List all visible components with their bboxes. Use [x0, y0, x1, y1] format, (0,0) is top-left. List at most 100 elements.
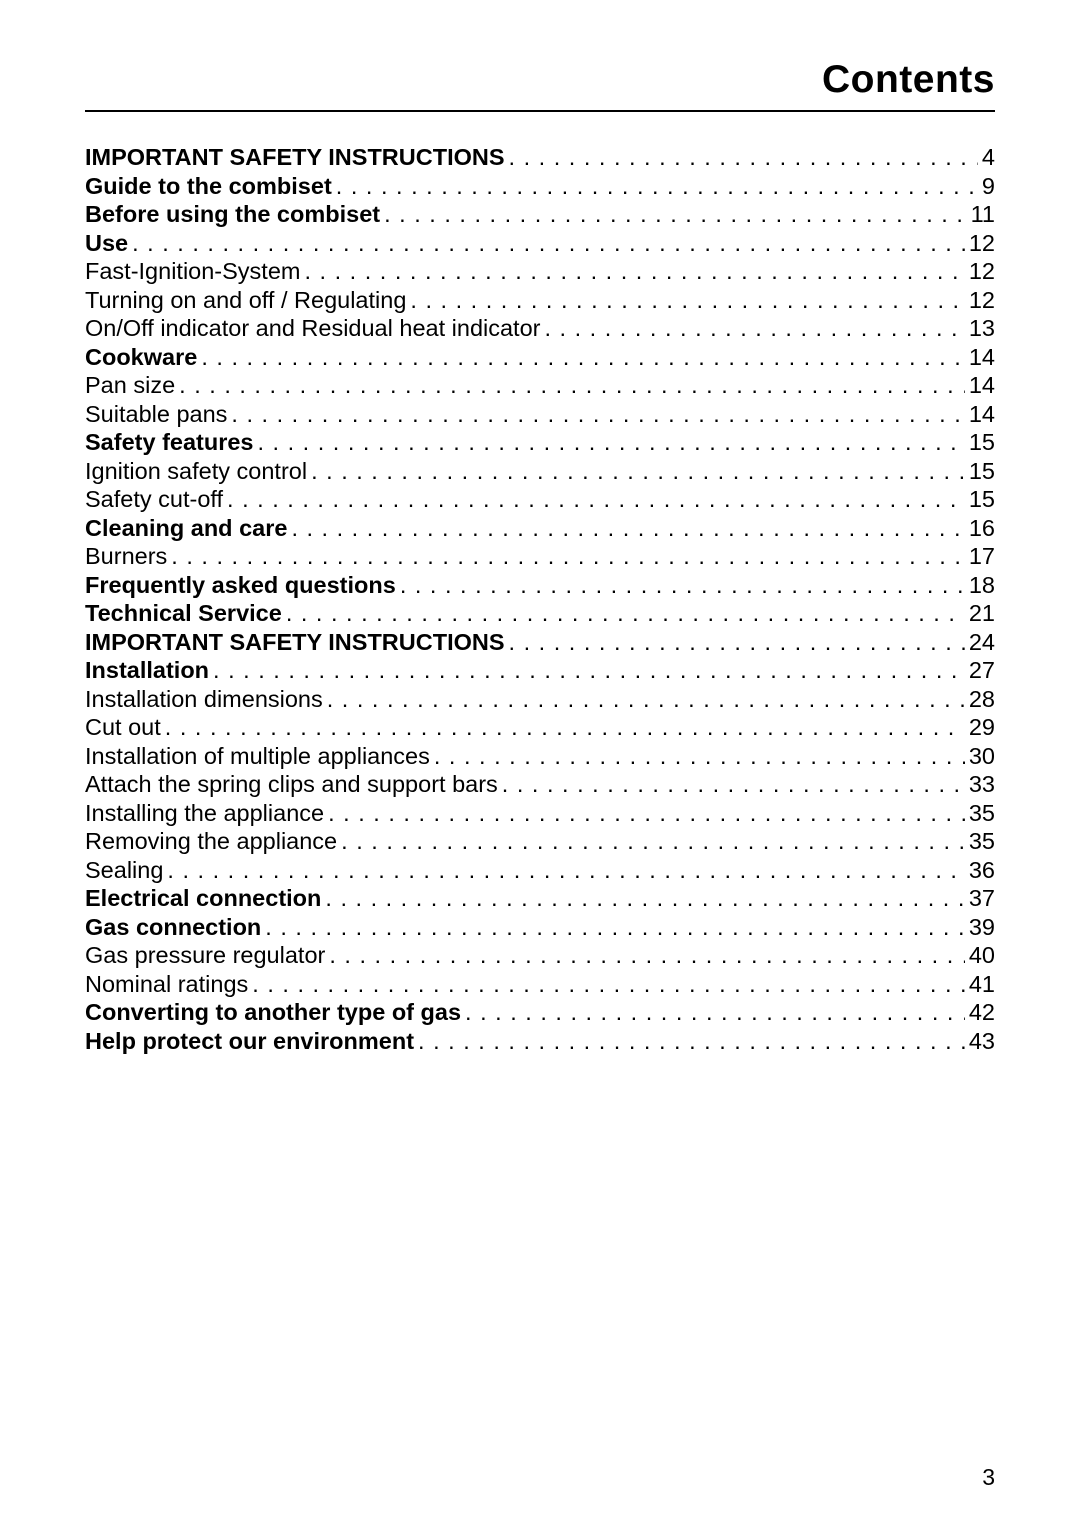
- toc-leader: [509, 631, 965, 655]
- toc-leader: [418, 1030, 965, 1054]
- toc-label: Gas pressure regulator: [85, 944, 325, 968]
- toc-leader: [327, 688, 965, 712]
- page-title: Contents: [85, 58, 995, 102]
- toc-label: Removing the appliance: [85, 830, 337, 854]
- toc-page: 15: [969, 460, 995, 484]
- toc-row: IMPORTANT SAFETY INSTRUCTIONS24: [85, 631, 995, 655]
- toc-label: Cookware: [85, 346, 197, 370]
- toc-page: 12: [969, 260, 995, 284]
- toc-label: Suitable pans: [85, 403, 227, 427]
- toc-label: Pan size: [85, 374, 175, 398]
- toc-label: Frequently asked questions: [85, 574, 396, 598]
- toc-page: 24: [969, 631, 995, 655]
- toc-page: 15: [969, 431, 995, 455]
- toc-label: Installation: [85, 659, 209, 683]
- toc-row: Suitable pans14: [85, 403, 995, 427]
- toc-label: Installation of multiple appliances: [85, 745, 430, 769]
- toc-label: Safety features: [85, 431, 254, 455]
- toc-row: Electrical connection37: [85, 887, 995, 911]
- toc-leader: [336, 175, 978, 199]
- toc-leader: [252, 973, 965, 997]
- toc-page: 17: [969, 545, 995, 569]
- toc-label: Installing the appliance: [85, 802, 324, 826]
- toc-label: Technical Service: [85, 602, 282, 626]
- toc-page: 16: [969, 517, 995, 541]
- toc-page: 35: [969, 830, 995, 854]
- toc-label: Gas connection: [85, 916, 261, 940]
- toc-row: On/Off indicator and Residual heat indic…: [85, 317, 995, 341]
- toc-leader: [231, 403, 964, 427]
- toc-label: Attach the spring clips and support bars: [85, 773, 498, 797]
- toc-leader: [167, 859, 964, 883]
- toc-leader: [341, 830, 965, 854]
- toc-row: Installation 27: [85, 659, 995, 683]
- toc-label: Before using the combiset: [85, 203, 380, 227]
- toc-row: IMPORTANT SAFETY INSTRUCTIONS4: [85, 146, 995, 170]
- toc-page: 33: [969, 773, 995, 797]
- page-number: 3: [982, 1464, 995, 1491]
- toc-page: 41: [969, 973, 995, 997]
- toc-page: 15: [969, 488, 995, 512]
- toc-leader: [465, 1001, 965, 1025]
- toc-leader: [291, 517, 964, 541]
- toc-label: Cleaning and care: [85, 517, 287, 541]
- toc-leader: [165, 716, 965, 740]
- toc-row: Gas connection 39: [85, 916, 995, 940]
- toc-page: 14: [969, 374, 995, 398]
- toc-label: Help protect our environment: [85, 1030, 414, 1054]
- toc-label: Ignition safety control: [85, 460, 307, 484]
- toc-leader: [213, 659, 965, 683]
- toc-leader: [171, 545, 965, 569]
- toc-leader: [179, 374, 965, 398]
- toc-page: 39: [969, 916, 995, 940]
- toc: IMPORTANT SAFETY INSTRUCTIONS4 Guide to t…: [85, 146, 995, 1053]
- toc-row: Cut out29: [85, 716, 995, 740]
- toc-page: 11: [971, 203, 995, 227]
- toc-row: Safety features 15: [85, 431, 995, 455]
- toc-leader: [286, 602, 965, 626]
- toc-row: Help protect our environment43: [85, 1030, 995, 1054]
- toc-row: Installing the appliance35: [85, 802, 995, 826]
- toc-label: IMPORTANT SAFETY INSTRUCTIONS: [85, 146, 505, 170]
- toc-leader: [132, 232, 965, 256]
- toc-label: Sealing: [85, 859, 163, 883]
- toc-label: Use: [85, 232, 128, 256]
- toc-row: Technical Service21: [85, 602, 995, 626]
- toc-row: Fast-Ignition-System 12: [85, 260, 995, 284]
- toc-row: Guide to the combiset9: [85, 175, 995, 199]
- toc-leader: [509, 146, 978, 170]
- toc-page: 27: [969, 659, 995, 683]
- toc-label: Electrical connection: [85, 887, 321, 911]
- toc-row: Turning on and off / Regulating 12: [85, 289, 995, 313]
- toc-label: Turning on and off / Regulating: [85, 289, 406, 313]
- toc-row: Pan size 14: [85, 374, 995, 398]
- toc-row: Installation dimensions28: [85, 688, 995, 712]
- toc-row: Ignition safety control 15: [85, 460, 995, 484]
- toc-label: Burners: [85, 545, 167, 569]
- toc-label: On/Off indicator and Residual heat indic…: [85, 317, 540, 341]
- toc-row: Nominal ratings 41: [85, 973, 995, 997]
- toc-leader: [329, 944, 965, 968]
- toc-row: Attach the spring clips and support bars…: [85, 773, 995, 797]
- toc-row: Before using the combiset 11: [85, 203, 995, 227]
- toc-leader: [304, 260, 964, 284]
- toc-page: 29: [969, 716, 995, 740]
- toc-page: 12: [969, 289, 995, 313]
- toc-leader: [227, 488, 965, 512]
- toc-label: Nominal ratings: [85, 973, 248, 997]
- toc-row: Sealing36: [85, 859, 995, 883]
- toc-leader: [201, 346, 965, 370]
- toc-page: 12: [969, 232, 995, 256]
- toc-page: 40: [969, 944, 995, 968]
- header-rule: [85, 110, 995, 112]
- toc-leader: [502, 773, 965, 797]
- toc-row: Converting to another type of gas42: [85, 1001, 995, 1025]
- toc-page: 42: [969, 1001, 995, 1025]
- toc-leader: [410, 289, 964, 313]
- toc-page: 9: [982, 175, 995, 199]
- toc-row: Installation of multiple appliances30: [85, 745, 995, 769]
- toc-row: Use 12: [85, 232, 995, 256]
- toc-leader: [384, 203, 966, 227]
- toc-label: Fast-Ignition-System: [85, 260, 300, 284]
- toc-leader: [328, 802, 965, 826]
